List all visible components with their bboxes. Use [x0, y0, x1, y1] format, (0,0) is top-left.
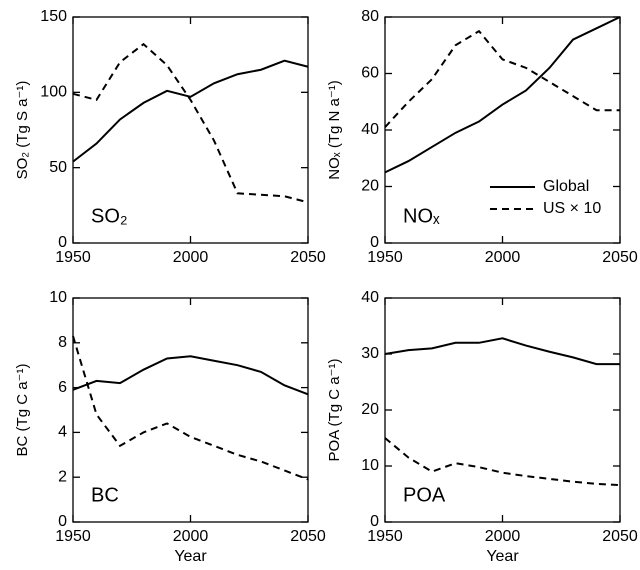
series-line: [72, 42, 309, 204]
y-tick-label: 20: [361, 178, 379, 195]
y-tick-label: 40: [361, 289, 379, 306]
y-tick-label: 100: [40, 84, 67, 101]
legend-label: US × 10: [543, 200, 601, 217]
x-tick-label: 2050: [602, 528, 638, 545]
y-tick-label: 20: [361, 401, 379, 418]
x-tick-label: 2050: [290, 528, 326, 545]
y-axis-label: NOₓ (Tg N a⁻¹): [326, 80, 343, 180]
legend-label: Global: [543, 178, 589, 195]
y-tick-label: 150: [40, 8, 67, 25]
x-tick-label: 1950: [55, 528, 91, 545]
x-axis-label: Year: [174, 548, 207, 565]
y-tick-label: 0: [58, 513, 67, 530]
panel-label: POA: [403, 484, 446, 506]
x-tick-label: 2000: [485, 528, 521, 545]
panel-label: SO₂: [91, 205, 128, 227]
x-tick-label: 1950: [367, 249, 403, 266]
y-tick-label: 60: [361, 65, 379, 82]
y-tick-label: 40: [361, 121, 379, 138]
y-axis-label: BC (Tg C a⁻¹): [14, 364, 31, 457]
y-tick-label: 0: [370, 513, 379, 530]
panel-label: NOₓ: [403, 205, 440, 227]
series-line: [72, 355, 309, 396]
y-tick-label: 2: [58, 468, 67, 485]
y-tick-label: 10: [49, 289, 67, 306]
x-tick-label: 2050: [290, 249, 326, 266]
panel-label: BC: [91, 484, 119, 506]
x-tick-label: 1950: [367, 528, 403, 545]
series-line: [384, 337, 620, 366]
y-tick-label: 8: [58, 334, 67, 351]
y-axis-label: POA (Tg C a⁻¹): [326, 359, 343, 462]
x-tick-label: 2000: [485, 249, 521, 266]
series-line: [72, 335, 309, 481]
y-tick-label: 30: [361, 345, 379, 362]
y-tick-label: 0: [58, 234, 67, 251]
y-axis-label: SO₂ (Tg S a⁻¹): [14, 81, 31, 180]
y-tick-label: 50: [49, 159, 67, 176]
x-tick-label: 2050: [602, 249, 638, 266]
x-tick-label: 2000: [173, 249, 209, 266]
y-tick-label: 80: [361, 8, 379, 25]
x-tick-label: 2000: [173, 528, 209, 545]
x-axis-label: Year: [486, 548, 519, 565]
series-line: [72, 59, 309, 163]
y-tick-label: 6: [58, 379, 67, 396]
y-tick-label: 0: [370, 234, 379, 251]
series-line: [384, 29, 620, 128]
series-line: [384, 16, 621, 174]
y-tick-label: 10: [361, 457, 379, 474]
y-tick-label: 4: [58, 424, 67, 441]
x-tick-label: 1950: [55, 249, 91, 266]
series-line: [384, 437, 621, 487]
